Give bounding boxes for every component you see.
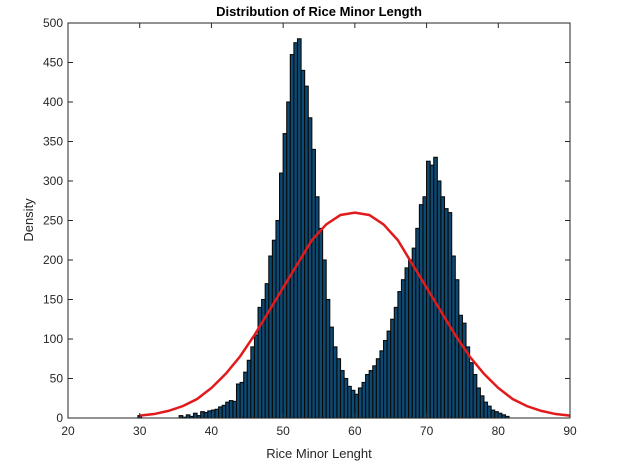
y-tick-label: 0 xyxy=(56,411,63,425)
x-axis-ticks: 20 30 40 50 60 70 80 90 xyxy=(61,23,577,438)
y-tick-label: 100 xyxy=(43,332,63,346)
y-tick-label: 300 xyxy=(43,174,63,188)
y-tick-label: 350 xyxy=(43,135,63,149)
x-tick-label: 80 xyxy=(492,424,506,438)
chart-title: Distribution of Rice Minor Length xyxy=(216,4,422,19)
x-axis-label: Rice Minor Lenght xyxy=(266,446,372,461)
y-tick-label: 200 xyxy=(43,253,63,267)
y-tick-label: 250 xyxy=(43,214,63,228)
y-axis-label: Density xyxy=(21,198,36,242)
y-tick-label: 150 xyxy=(43,293,63,307)
y-tick-label: 500 xyxy=(43,16,63,30)
y-axis-ticks: 0 50 100 150 200 250 300 350 400 450 500 xyxy=(43,16,570,425)
x-tick-label: 40 xyxy=(205,424,219,438)
y-tick-label: 450 xyxy=(43,56,63,70)
x-tick-label: 30 xyxy=(133,424,147,438)
x-tick-label: 50 xyxy=(276,424,290,438)
normal-fit-curve xyxy=(139,211,571,417)
y-tick-label: 400 xyxy=(43,95,63,109)
x-tick-label: 90 xyxy=(563,424,577,438)
y-tick-label: 50 xyxy=(50,372,64,386)
x-tick-label: 60 xyxy=(348,424,362,438)
x-tick-label: 70 xyxy=(420,424,434,438)
x-tick-label: 20 xyxy=(61,424,75,438)
